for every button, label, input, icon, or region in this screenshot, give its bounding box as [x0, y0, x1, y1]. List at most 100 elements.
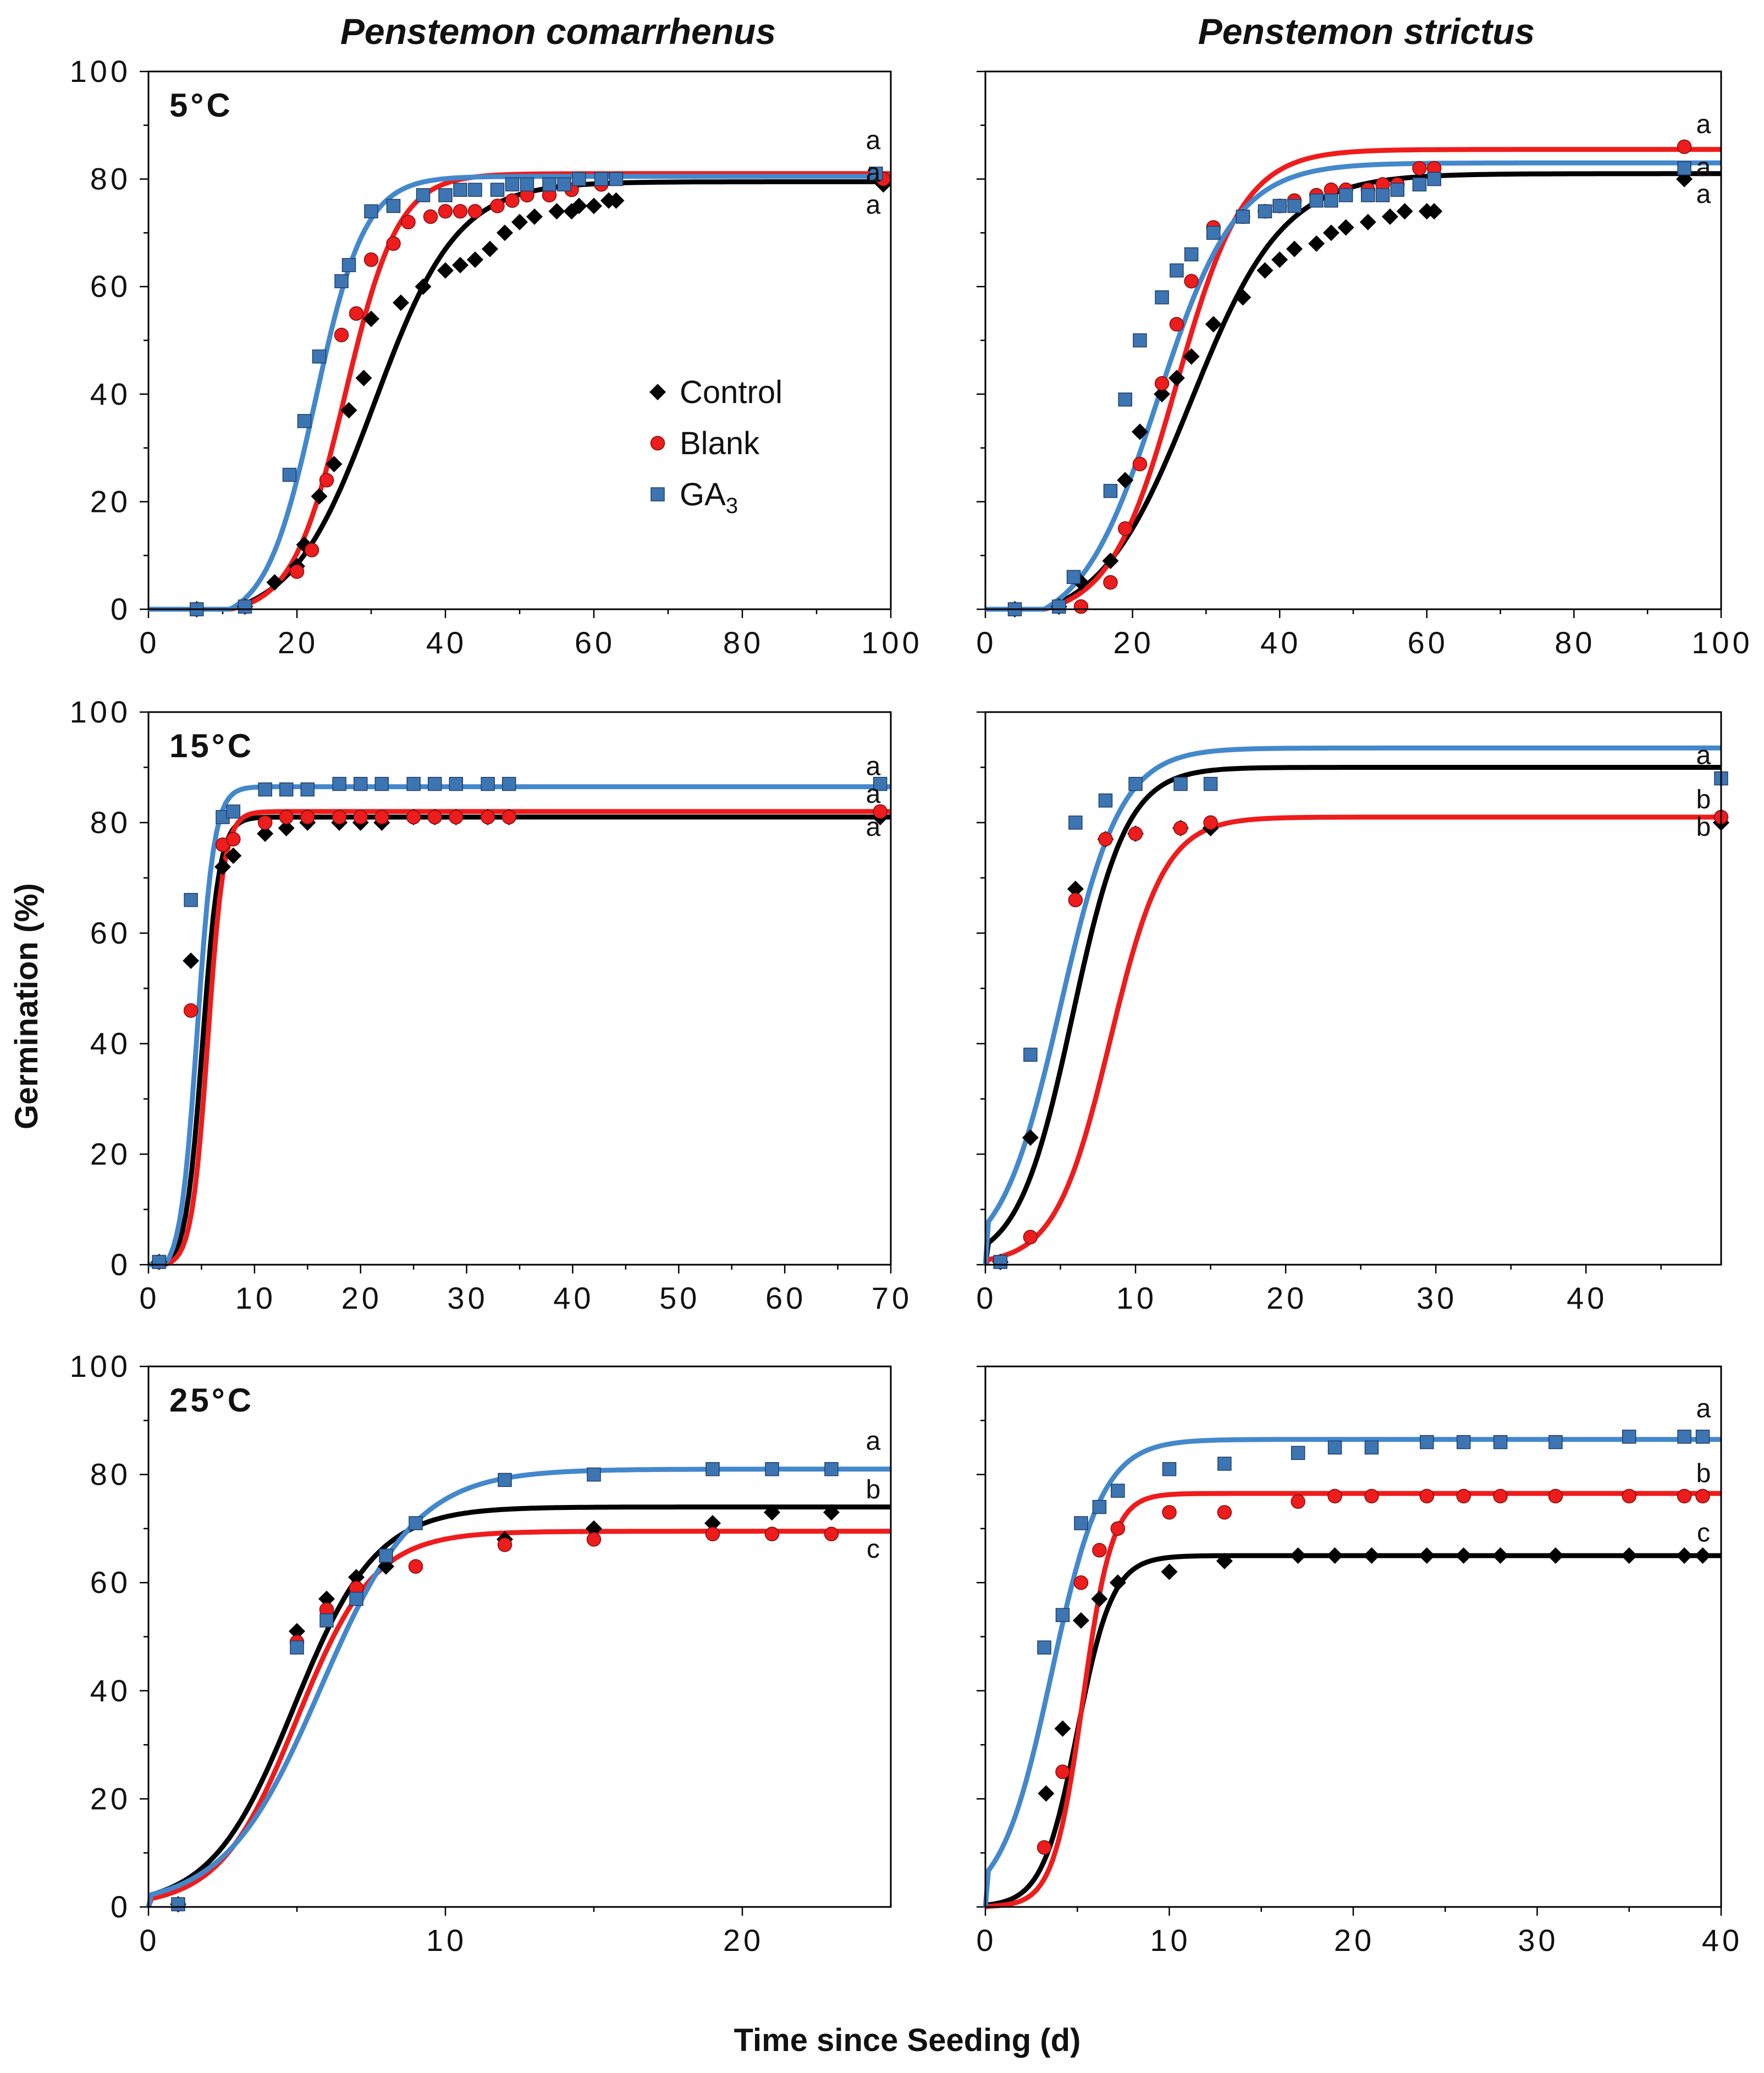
point-blank-5 [279, 809, 294, 825]
point-ga3-5 [279, 782, 294, 797]
legend: Control Blank GA3 [649, 374, 782, 518]
point-control-9 [1205, 316, 1222, 333]
point-ga3-11 [453, 183, 467, 197]
significance-letter: a [866, 126, 881, 155]
y-tick-label: 0 [111, 592, 131, 626]
point-ga3-21 [869, 167, 883, 181]
legend-label-blank: Blank [680, 426, 760, 461]
x-tick-label: 20 [1113, 625, 1154, 660]
point-ga3-6 [300, 782, 315, 797]
point-ga3-12 [468, 183, 482, 197]
point-blank-9 [401, 214, 416, 230]
point-ga3-9 [1206, 225, 1221, 240]
point-ga3-6 [1155, 290, 1169, 305]
significance-letter: a [866, 1427, 881, 1456]
point-blank-5 [1162, 1505, 1177, 1520]
point-control-4 [1117, 472, 1134, 489]
point-blank-10 [423, 209, 438, 224]
point-ga3-19 [1390, 183, 1405, 197]
x-tick-label: 20 [1266, 1281, 1307, 1315]
point-ga3-14 [505, 177, 520, 192]
y-tick-label: 20 [90, 1781, 131, 1816]
point-ga3-6 [1217, 1457, 1232, 1471]
point-ga3-5 [1162, 1462, 1177, 1476]
significance-letter: b [1696, 1459, 1711, 1488]
point-blank-3 [1132, 456, 1148, 472]
fit-curve-blank [985, 147, 1721, 612]
point-ga3-13 [490, 183, 505, 197]
temperature-label: 25°C [169, 1382, 254, 1419]
point-ga3-4 [379, 1548, 393, 1563]
panel-p5: 0 20 40 60 80 100 0 10 20 25°C ab c [70, 1349, 892, 1958]
point-ga3-2 [1068, 815, 1083, 830]
point-blank-4 [1110, 1521, 1126, 1536]
x-tick-label: 20 [341, 1281, 382, 1315]
point-control-15 [1322, 224, 1339, 241]
point-ga3-4 [312, 349, 327, 364]
point-control-10 [393, 294, 409, 311]
significance-letter: b [866, 1475, 881, 1504]
point-ga3-2 [1066, 570, 1081, 585]
point-ga3-3 [297, 414, 312, 428]
point-ga3-4 [1128, 776, 1143, 791]
x-tick-label: 70 [872, 1281, 912, 1315]
x-tick-label: 100 [861, 625, 922, 660]
point-ga3-15 [1677, 1430, 1691, 1444]
point-blank-8 [353, 809, 368, 825]
point-ga3-15 [1324, 193, 1338, 208]
point-blank-3 [1092, 1542, 1107, 1558]
point-control-9 [363, 310, 379, 327]
point-blank-13 [480, 809, 495, 825]
fit-curve-blank [983, 814, 1721, 1266]
x-tick-label: 40 [1260, 625, 1301, 660]
point-control-11 [1256, 262, 1274, 279]
column-title-left: Penstemon comarrhenus [340, 11, 776, 52]
significance-letter: b [1696, 813, 1711, 842]
point-ga3-16 [542, 177, 556, 192]
point-control-16 [1694, 1547, 1711, 1564]
point-blank-0 [1073, 599, 1089, 614]
point-ga3-3 [226, 804, 241, 819]
point-blank-4 [408, 1559, 423, 1574]
point-control-17 [1359, 213, 1376, 230]
x-tick-label: 40 [426, 625, 467, 660]
fit-curve-blank [148, 809, 891, 1267]
y-tick-label: 100 [70, 54, 131, 89]
point-control-8 [1183, 348, 1200, 365]
x-tick-label: 80 [1554, 625, 1595, 660]
significance-letter: b [1696, 785, 1711, 814]
point-ga3-0 [1037, 1640, 1051, 1655]
point-ga3-20 [609, 172, 624, 186]
point-control-3 [1091, 1590, 1108, 1607]
point-ga3-6 [341, 258, 356, 272]
significance-letter: a [866, 158, 881, 188]
significance-letter: a [866, 191, 881, 220]
point-ga3-1 [1023, 1047, 1038, 1062]
point-blank-10 [406, 809, 421, 825]
x-tick-label: 60 [575, 625, 615, 660]
x-tick-label: 0 [139, 625, 159, 660]
point-blank-5 [1169, 317, 1184, 332]
legend-marker-blank [650, 435, 665, 451]
point-ga3-13 [1287, 199, 1302, 213]
point-control-13 [452, 257, 468, 274]
x-tick-label: 0 [139, 1281, 159, 1315]
point-blank-15 [873, 804, 887, 819]
point-ga3-14 [1309, 193, 1324, 208]
point-control-6 [326, 455, 343, 472]
point-control-1 [1054, 1720, 1071, 1737]
x-tick-label: 10 [1150, 1923, 1190, 1958]
x-tick-label: 40 [1567, 1281, 1607, 1315]
fit-curve-blank [146, 1529, 891, 1908]
point-blank-2 [289, 564, 305, 579]
point-ga3-12 [1272, 199, 1287, 213]
point-blank-6 [1184, 274, 1199, 289]
point-blank-20 [1677, 139, 1692, 155]
point-control-10 [1418, 1547, 1435, 1564]
point-blank-2 [1068, 892, 1083, 907]
point-control-5 [1161, 1563, 1178, 1580]
point-control-12 [1271, 251, 1288, 268]
point-ga3-7 [332, 776, 346, 791]
